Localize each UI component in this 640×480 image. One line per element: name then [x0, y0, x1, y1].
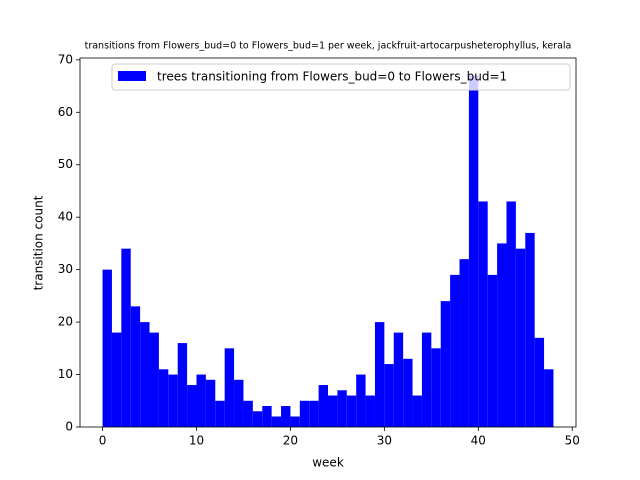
bar — [393, 332, 404, 427]
bar — [440, 301, 451, 427]
bar — [365, 395, 375, 427]
y-tick-label: 50 — [58, 157, 73, 171]
plot-frame — [79, 57, 577, 428]
bar — [403, 358, 413, 427]
bar — [215, 400, 225, 427]
bar — [187, 385, 197, 427]
bar — [168, 374, 178, 427]
bar — [534, 337, 545, 427]
bar — [525, 232, 535, 427]
x-axis-label: week — [312, 456, 344, 470]
bar — [224, 348, 235, 427]
bar — [374, 322, 385, 427]
y-tick-label: 40 — [58, 210, 73, 224]
y-tick-label: 0 — [65, 420, 73, 434]
legend-box — [111, 63, 571, 91]
bar — [177, 343, 188, 427]
bar — [459, 259, 469, 427]
x-tick-label: 0 — [99, 434, 107, 448]
bar — [158, 369, 169, 427]
bar — [450, 274, 460, 427]
bar — [412, 395, 422, 427]
bar — [111, 332, 122, 427]
bar — [271, 416, 282, 427]
bar — [497, 243, 507, 427]
bar — [487, 274, 498, 427]
bar — [328, 395, 338, 427]
y-tick-label: 30 — [58, 262, 73, 276]
bar — [356, 374, 366, 427]
bar — [421, 332, 432, 427]
bar — [337, 390, 347, 427]
bar — [346, 395, 357, 427]
bar — [262, 406, 272, 427]
chart-title: transitions from Flowers_bud=0 to Flower… — [85, 41, 572, 52]
bar — [384, 364, 394, 427]
bar — [515, 248, 526, 427]
y-tick-label: 10 — [58, 367, 73, 381]
bar — [506, 201, 516, 427]
bar — [130, 306, 141, 427]
bar — [121, 248, 131, 427]
bar — [196, 374, 206, 427]
y-tick-label: 70 — [58, 52, 73, 66]
x-tick-label: 10 — [189, 434, 204, 448]
bar — [149, 332, 159, 427]
bar — [478, 201, 488, 427]
bar — [140, 322, 150, 427]
bar — [205, 379, 216, 427]
y-tick-label: 60 — [58, 105, 73, 119]
bar — [309, 400, 319, 427]
bar — [234, 379, 244, 427]
bar — [290, 416, 300, 427]
bar — [468, 75, 479, 428]
x-tick-label: 20 — [283, 434, 298, 448]
x-tick-label: 50 — [565, 434, 580, 448]
y-tick-label: 20 — [58, 315, 73, 329]
legend-label: trees transitioning from Flowers_bud=0 t… — [157, 70, 507, 84]
bar — [299, 400, 310, 427]
x-tick-label: 30 — [377, 434, 392, 448]
bar — [252, 411, 263, 427]
legend-swatch — [118, 71, 146, 81]
y-axis-label: transition count — [32, 195, 46, 290]
bar — [544, 369, 554, 427]
x-tick-label: 40 — [471, 434, 486, 448]
bar — [102, 269, 112, 427]
bar — [281, 406, 291, 427]
bar — [243, 400, 253, 427]
bar — [318, 385, 328, 427]
bar — [431, 348, 441, 427]
